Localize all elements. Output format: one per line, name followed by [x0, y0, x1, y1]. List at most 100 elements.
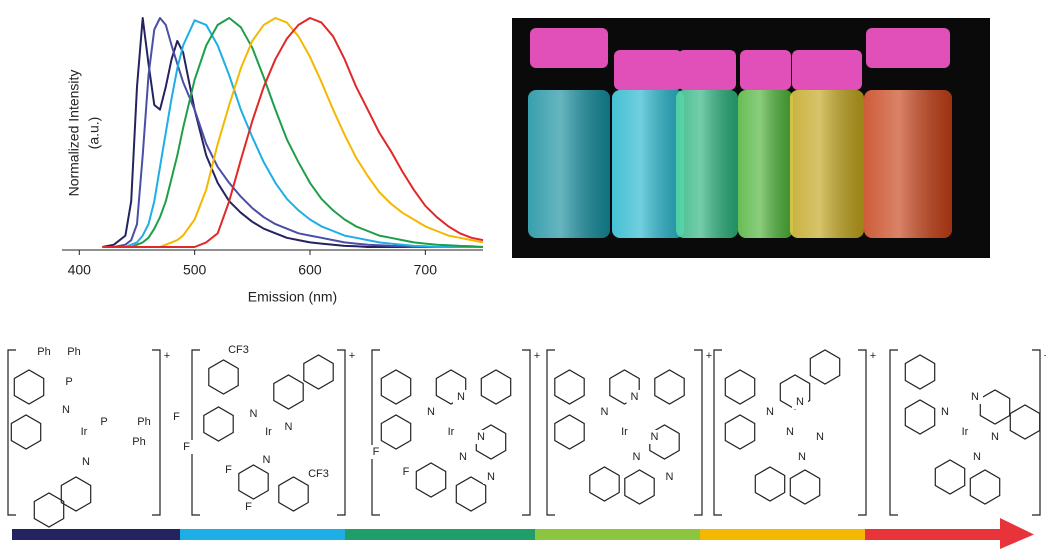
ring [381, 415, 410, 449]
ring [204, 407, 233, 441]
y-axis-label: (a.u.) [86, 117, 102, 150]
x-tick-label: 400 [68, 262, 92, 278]
ring [725, 370, 754, 404]
ring [905, 355, 934, 389]
bracket [337, 350, 345, 515]
y-axis-label: Normalized Intensity [66, 70, 82, 197]
atom-label: Ph [67, 346, 80, 358]
atom-label: CF3 [228, 344, 249, 356]
atom-label: N [487, 471, 495, 483]
x-tick-label: 500 [183, 262, 207, 278]
atom-label: P [65, 376, 72, 388]
atom-label: N [263, 454, 271, 466]
series-line [102, 18, 483, 247]
ring [555, 415, 584, 449]
arrow-segment [700, 529, 867, 540]
atom-label: N [816, 431, 824, 443]
vial-glass [676, 90, 738, 238]
x-axis-label: Emission (nm) [248, 289, 337, 305]
bracket [152, 350, 160, 515]
charge: + [706, 350, 712, 362]
vial-glass [738, 90, 793, 238]
ring [11, 415, 40, 449]
atom-label: F [373, 446, 380, 458]
bracket [714, 350, 722, 515]
charge: + [349, 350, 355, 362]
atom-label: N [941, 406, 949, 418]
arrow-segment [180, 529, 347, 540]
arrow-segment [865, 529, 1005, 540]
atom-label: N [285, 421, 293, 433]
atom-label: N [477, 431, 485, 443]
atom-label: N [666, 471, 674, 483]
bracket [8, 350, 16, 515]
series-line [102, 18, 483, 247]
atom-label: F [183, 441, 190, 453]
ring [456, 477, 485, 511]
bracket [522, 350, 530, 515]
atom-label: N [798, 451, 806, 463]
atom-label: N [971, 391, 979, 403]
vial-cap [530, 28, 608, 68]
atom-label: P [100, 416, 107, 428]
spectra-chart: 400 500 600 700 Emission (nm) Normalized Inte… [62, 18, 483, 305]
vial-glass [528, 90, 610, 238]
ring [274, 375, 303, 409]
atom-label: Ph [137, 416, 150, 428]
vial-glass [864, 90, 952, 238]
atom-label: N [796, 396, 804, 408]
atom-label: CF3 [308, 468, 329, 480]
atom-label: F [403, 466, 410, 478]
atom-label: N [250, 408, 258, 420]
ring [304, 355, 333, 389]
bracket [192, 350, 200, 515]
atom-label: N [427, 406, 435, 418]
ring [590, 467, 619, 501]
x-tick-label: 700 [414, 262, 438, 278]
atom-label: N [786, 426, 794, 438]
bracket [372, 350, 380, 515]
bracket [858, 350, 866, 515]
atom-label: N [459, 451, 467, 463]
ring [1010, 405, 1039, 439]
charge: + [870, 350, 876, 362]
ring [239, 465, 268, 499]
ring [381, 370, 410, 404]
ring [209, 360, 238, 394]
ring [725, 415, 754, 449]
color-arrow [12, 518, 1034, 549]
vial-glass [612, 90, 684, 238]
atom-label: Ph [132, 436, 145, 448]
atom-label: N [457, 391, 465, 403]
vial-cap [792, 50, 862, 90]
arrow-segment [345, 529, 537, 540]
atom-label: N [973, 451, 981, 463]
x-tick-label: 600 [298, 262, 322, 278]
bracket [547, 350, 555, 515]
ring [14, 370, 43, 404]
bracket [694, 350, 702, 515]
arrow-head [1000, 518, 1034, 549]
ring [61, 477, 90, 511]
ring [555, 370, 584, 404]
atom-label: N [991, 431, 999, 443]
ring [655, 370, 684, 404]
atom-label: F [173, 411, 180, 423]
charge: + [534, 350, 540, 362]
atom-label: F [225, 464, 232, 476]
atom-label: N [766, 406, 774, 418]
atom-label: N [82, 456, 90, 468]
series-line [102, 18, 483, 247]
ring [481, 370, 510, 404]
atom-label: N [633, 451, 641, 463]
atom-label: N [651, 431, 659, 443]
ring [810, 350, 839, 384]
vial-cap [678, 50, 736, 90]
vial-cap [866, 28, 950, 68]
atom-label: Ir [448, 426, 455, 438]
series-line [102, 18, 483, 247]
ring [279, 477, 308, 511]
atom-label: F [245, 501, 252, 513]
bracket [890, 350, 898, 515]
